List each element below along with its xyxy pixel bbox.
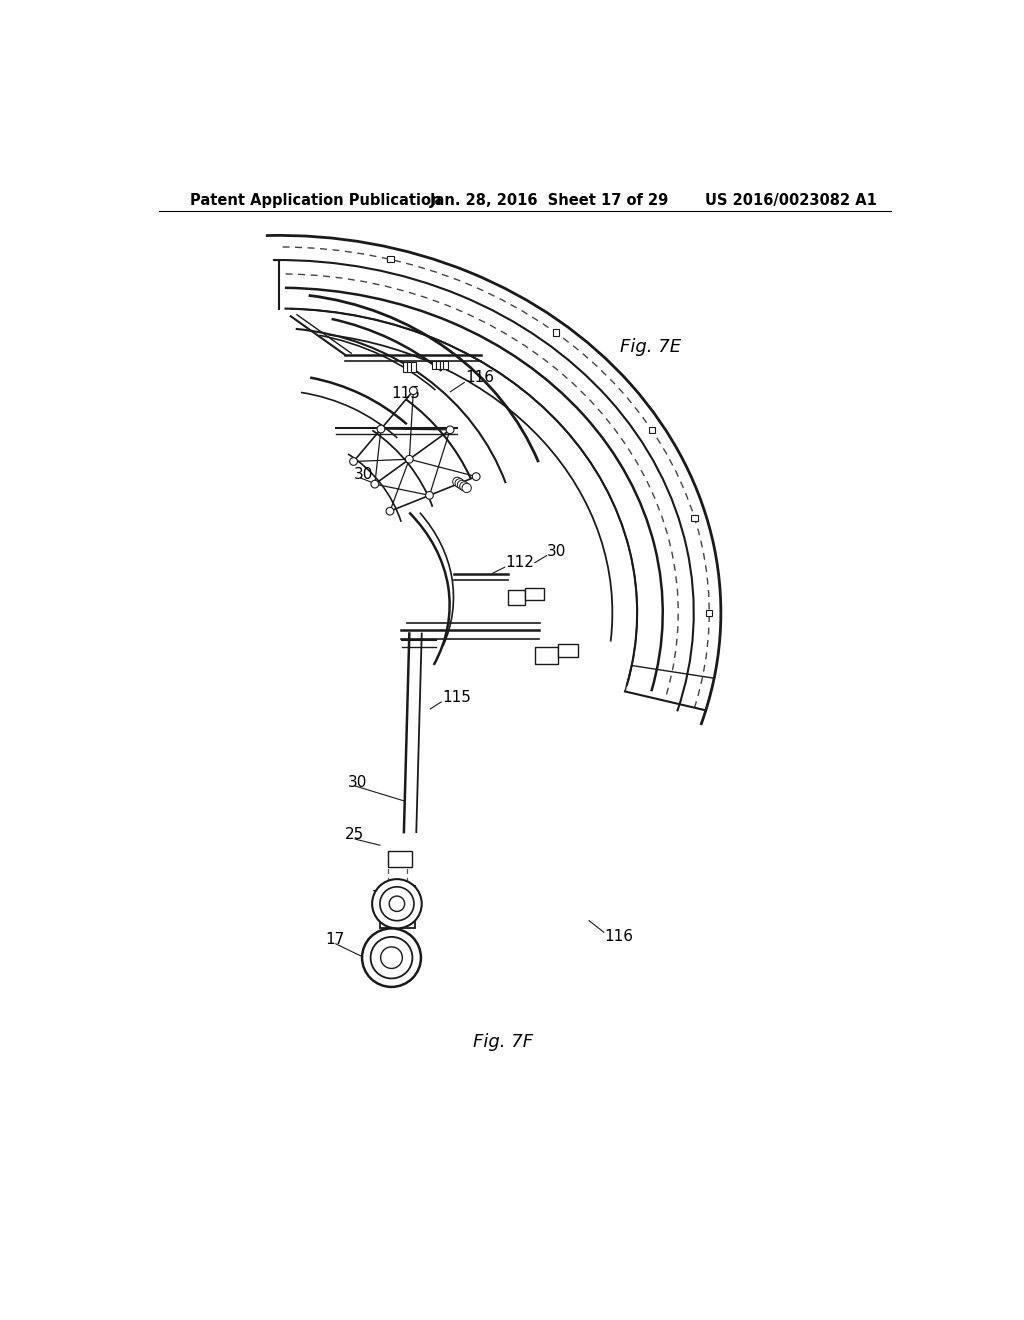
Bar xyxy=(553,330,559,335)
Text: 112: 112 xyxy=(506,556,535,570)
Text: 17: 17 xyxy=(326,932,345,948)
Bar xyxy=(380,886,415,928)
Bar xyxy=(691,515,697,521)
Circle shape xyxy=(455,479,464,488)
Bar xyxy=(403,363,408,372)
Circle shape xyxy=(371,480,379,488)
Circle shape xyxy=(350,458,357,466)
Bar xyxy=(648,426,654,433)
Bar xyxy=(558,644,578,657)
Circle shape xyxy=(472,473,480,480)
Text: Patent Application Publication: Patent Application Publication xyxy=(190,193,441,209)
Text: 116: 116 xyxy=(604,928,634,944)
Bar xyxy=(508,590,524,605)
Bar xyxy=(524,589,544,601)
Text: 70: 70 xyxy=(372,890,391,906)
Text: 25: 25 xyxy=(345,826,365,842)
Circle shape xyxy=(406,455,414,463)
Circle shape xyxy=(426,491,433,499)
Text: Jan. 28, 2016  Sheet 17 of 29: Jan. 28, 2016 Sheet 17 of 29 xyxy=(430,193,670,209)
Circle shape xyxy=(458,480,467,490)
Circle shape xyxy=(381,946,402,969)
Text: US 2016/0023082 A1: US 2016/0023082 A1 xyxy=(706,193,878,209)
Circle shape xyxy=(371,937,413,978)
Circle shape xyxy=(380,887,414,921)
Text: 115: 115 xyxy=(391,385,421,401)
Circle shape xyxy=(377,425,385,433)
Bar xyxy=(535,647,558,664)
Circle shape xyxy=(372,879,422,928)
Bar xyxy=(443,360,449,368)
Bar xyxy=(432,360,436,368)
Text: Fig. 7F: Fig. 7F xyxy=(473,1034,534,1051)
Bar xyxy=(407,363,412,372)
Circle shape xyxy=(362,928,421,987)
Text: 115: 115 xyxy=(442,690,471,705)
Bar xyxy=(707,610,713,615)
Circle shape xyxy=(386,507,394,515)
Bar xyxy=(439,360,444,368)
Text: 116: 116 xyxy=(465,371,495,385)
Bar xyxy=(387,256,393,263)
Circle shape xyxy=(462,483,471,492)
Text: Fig. 7E: Fig. 7E xyxy=(621,338,681,356)
Bar xyxy=(411,363,416,372)
Circle shape xyxy=(446,426,454,434)
Bar xyxy=(435,360,440,368)
Text: 30: 30 xyxy=(354,466,374,482)
Circle shape xyxy=(410,387,417,395)
Bar xyxy=(388,851,413,867)
Text: 30: 30 xyxy=(347,775,367,789)
Circle shape xyxy=(460,482,469,491)
Circle shape xyxy=(389,896,404,911)
Text: 30: 30 xyxy=(547,544,566,558)
Circle shape xyxy=(453,478,462,487)
